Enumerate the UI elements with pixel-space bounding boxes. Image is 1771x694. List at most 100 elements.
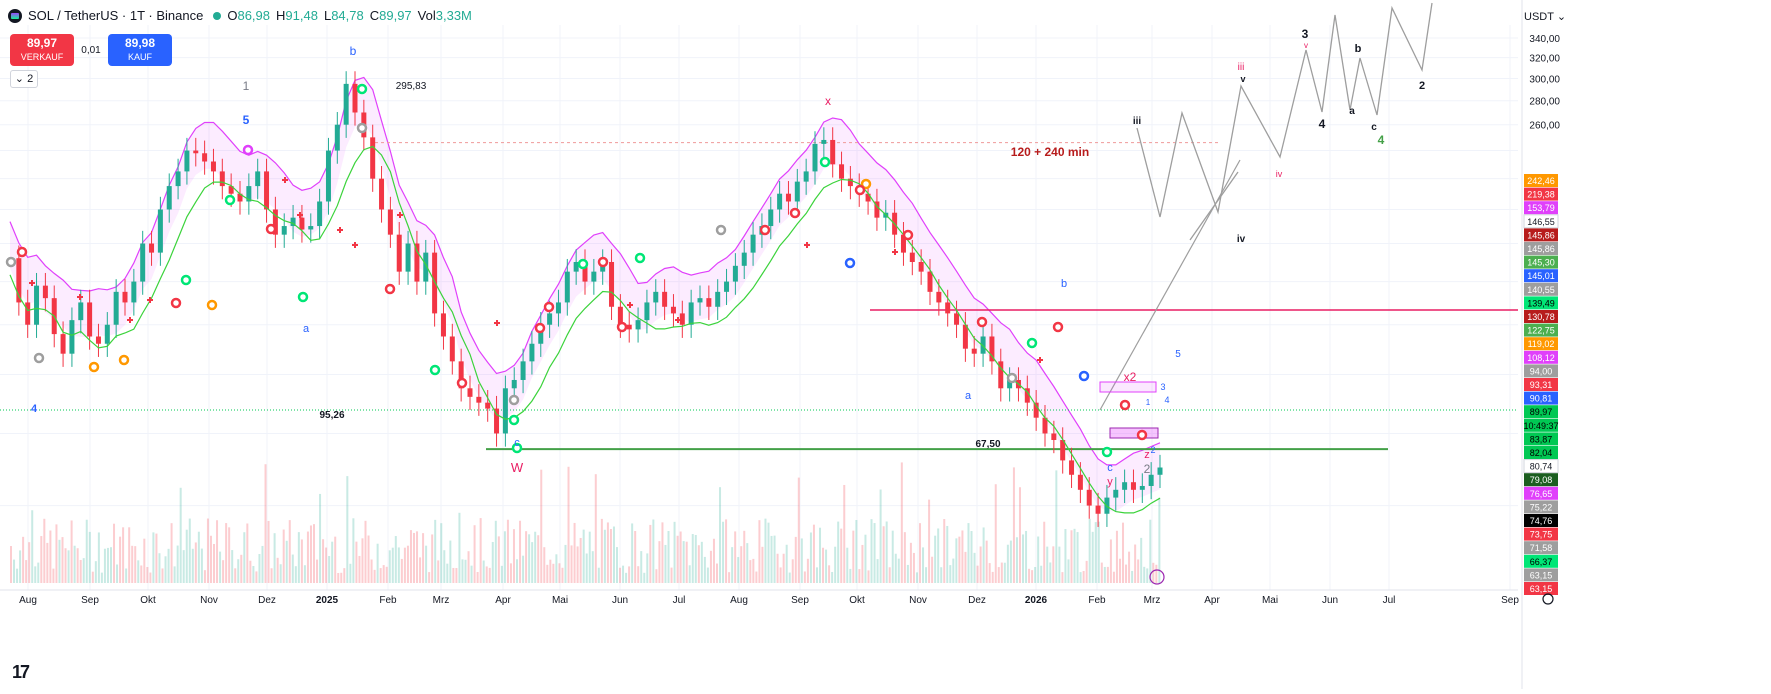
volume-bar [915, 572, 918, 583]
candle-body [1113, 489, 1119, 498]
volume-bar [1134, 544, 1137, 583]
volume-bar [840, 528, 843, 583]
price-label-text: 89,97 [1530, 407, 1553, 417]
volume-bar [658, 541, 661, 583]
volume-bar [288, 520, 291, 583]
volume-bar [113, 523, 116, 583]
volume-bar [634, 531, 637, 583]
volume-bar [222, 560, 225, 583]
candle-body [644, 302, 650, 321]
volume-bar [431, 534, 434, 583]
price-label-text: 82,04 [1530, 448, 1553, 458]
x-axis[interactable]: Aug Sep Okt Nov Dez 2025 Feb Mrz Apr Mai Jun Jul Aug… [19, 569, 1554, 606]
volume-bar [1106, 566, 1109, 583]
sell-button[interactable]: 89,97 VERKAUF [10, 34, 74, 66]
candle-body [95, 336, 101, 344]
volume-bar [388, 550, 391, 583]
candle-body [617, 306, 623, 325]
candle-body [573, 261, 579, 272]
x-tick-label: Mai [552, 595, 568, 606]
price-label-badge [1524, 405, 1558, 419]
volume-bar [831, 571, 834, 583]
candle-body [670, 306, 676, 314]
price-label-text: 146,55 [1527, 217, 1555, 227]
annotation-label: 5 [243, 113, 250, 127]
volume-bar [82, 558, 85, 583]
candle-body [936, 291, 942, 303]
close-label: C [369, 8, 380, 23]
signal-circle [577, 258, 589, 270]
candle-body [264, 171, 270, 210]
annotation-label: iv [1237, 234, 1246, 245]
candle-body [900, 234, 906, 253]
buy-button[interactable]: 89,98 KAUF [108, 34, 172, 66]
volume-bar [879, 489, 882, 583]
candle-body [998, 361, 1004, 389]
volume-bar [922, 547, 925, 583]
volume-bar [597, 567, 600, 583]
price-label-badge [1523, 214, 1559, 229]
candle-body [202, 153, 208, 162]
volume-bar [612, 526, 615, 583]
indicator-collapse-button[interactable]: ⌄ 2 [10, 70, 38, 88]
market-open-icon [213, 11, 222, 20]
volume-bar [261, 545, 264, 583]
volume-bar [143, 538, 146, 583]
volume-bar [1125, 564, 1128, 583]
symbol-title[interactable]: SOL / TetherUS · 1T · Binance [28, 8, 204, 23]
signal-circle [715, 224, 727, 236]
volume-bar [188, 518, 191, 583]
volume-bar [73, 545, 76, 583]
plus-marker [804, 242, 810, 248]
volume-bar [170, 523, 173, 583]
tradingview-logo[interactable]: 17 [12, 662, 30, 682]
volume-bar [546, 564, 549, 583]
volume-bar [1025, 530, 1028, 583]
volume-bar [852, 530, 855, 583]
price-label-badge [1524, 378, 1558, 391]
volume-bar [582, 529, 585, 583]
volume-bar [628, 566, 631, 583]
annotation-label: 67,50 [975, 439, 1000, 450]
signal-circle [384, 283, 396, 295]
x-tick-label: Apr [1204, 595, 1220, 606]
volume-bar [1037, 536, 1040, 583]
volume-bar [1070, 530, 1073, 583]
cloud-fill [10, 77, 1160, 512]
volume-bar [94, 561, 97, 583]
volume-bar [819, 527, 822, 583]
y-axis[interactable]: 340,00 320,00 300,00 280,00 260,00 242,46 219,… [1523, 34, 1560, 595]
volume-bar [806, 558, 809, 583]
price-label-text: 145,01 [1527, 271, 1555, 281]
volume-bar [991, 571, 994, 583]
volume-bar [734, 531, 737, 583]
chevron-down-icon: ⌄ [1556, 11, 1567, 23]
volume-bar [616, 547, 618, 583]
candle-body [962, 324, 968, 349]
x-tick-label: Nov [909, 595, 927, 606]
volume-bar [973, 552, 976, 583]
volume-bar [458, 512, 461, 583]
currency-selector[interactable]: USDT ⌄ [1524, 10, 1566, 23]
indicator-count: 2 [27, 73, 34, 85]
candle-body [538, 324, 544, 344]
volume-bar [282, 529, 285, 583]
annotation-label: 95,26 [319, 410, 344, 421]
volume-bar [761, 546, 764, 583]
volume-bar [1103, 566, 1106, 583]
volume-bar [449, 540, 452, 583]
volume-bar [964, 551, 967, 583]
volume-bar [294, 566, 297, 583]
annotation-label: iii [1238, 62, 1245, 73]
volume-bar [76, 548, 79, 583]
volume-bar [91, 571, 94, 583]
cloud-band [9, 76, 1161, 512]
elliott-projection-path [1136, 2, 1433, 218]
volume-bar [367, 535, 370, 583]
volume-bar [609, 529, 612, 583]
annotation-label: iv [1276, 169, 1283, 179]
volume-bar [276, 557, 279, 583]
annotation-label: a [965, 390, 972, 402]
